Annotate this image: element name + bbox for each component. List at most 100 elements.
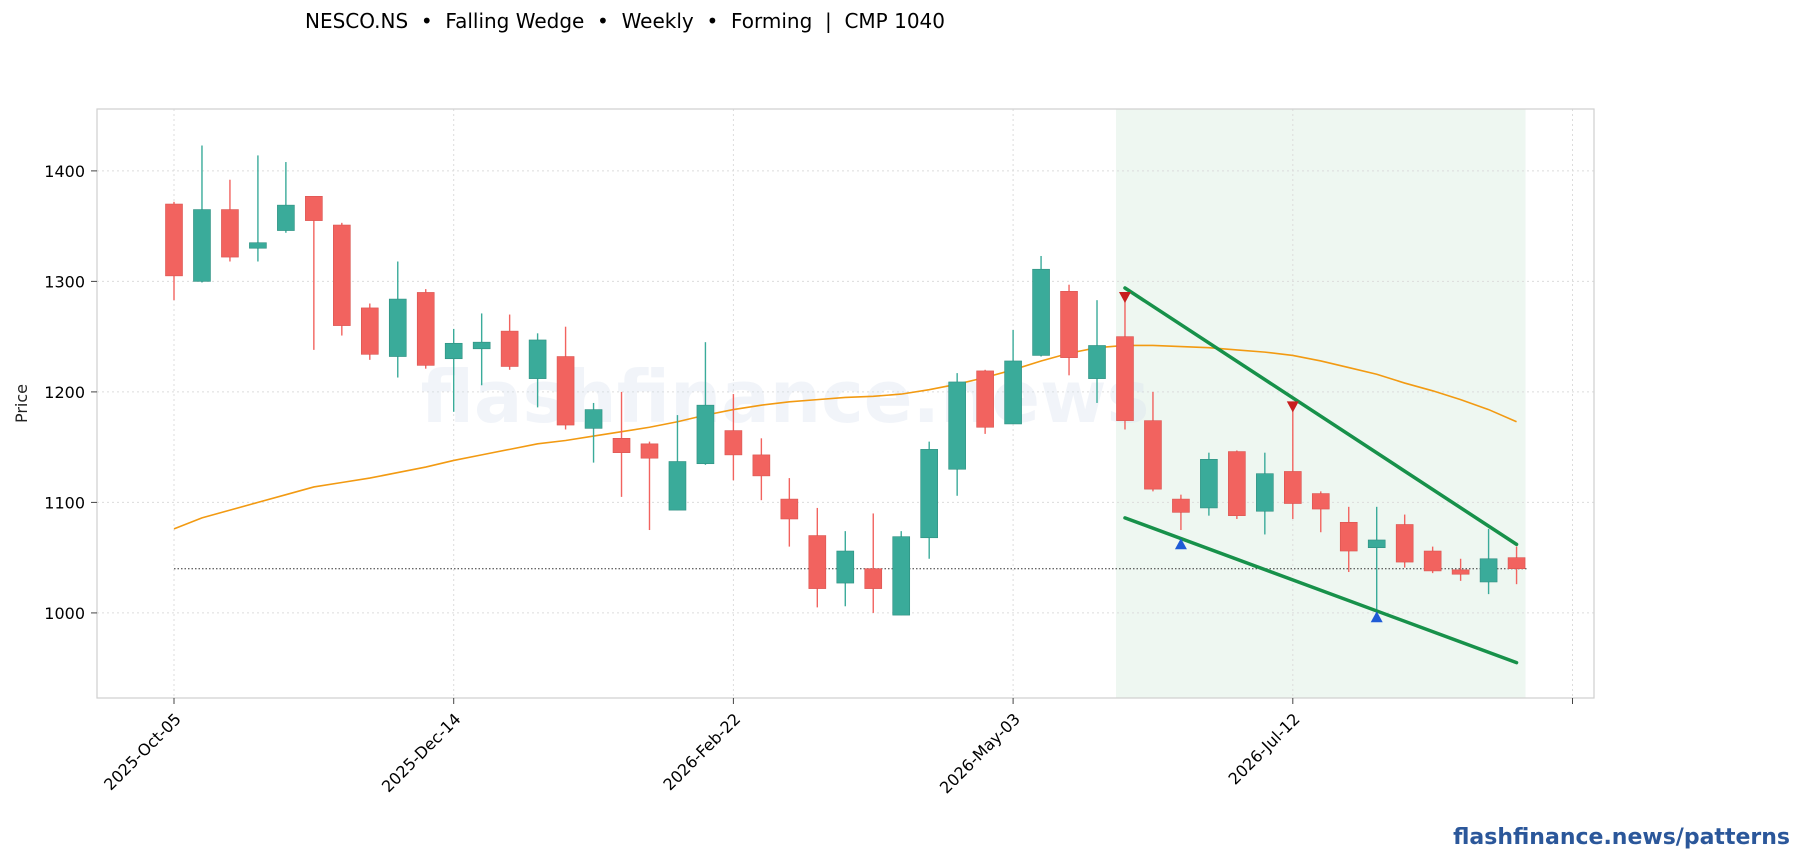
candle-body	[1367, 539, 1386, 549]
candle	[640, 441, 659, 531]
footer-link[interactable]: flashfinance.news/patterns	[1453, 825, 1790, 850]
candle-body	[333, 224, 351, 326]
moving-average-layer	[173, 344, 1517, 530]
candle	[416, 289, 435, 369]
candle-body	[724, 430, 743, 456]
candle	[165, 201, 183, 301]
candle	[1060, 284, 1078, 376]
pattern-zone-layer	[1115, 109, 1526, 698]
candle	[836, 531, 855, 607]
candle	[528, 333, 547, 408]
candle-body	[612, 438, 631, 453]
candle	[584, 402, 603, 463]
candle	[249, 155, 267, 262]
trendlines-layer	[1123, 286, 1519, 665]
candle	[500, 314, 519, 370]
swing-low-marker	[1174, 538, 1187, 550]
candle-body	[668, 461, 687, 511]
candle	[1144, 391, 1162, 492]
candle-body	[249, 242, 267, 249]
candle-body	[1032, 268, 1050, 356]
candle-body	[1144, 420, 1162, 490]
candle	[444, 328, 463, 412]
candle-body	[808, 535, 827, 589]
candle-body	[1228, 451, 1246, 516]
y-axis-label: Price	[12, 384, 31, 423]
candle	[277, 162, 295, 233]
candle-body	[277, 204, 295, 231]
x-tick-label: 2026-Jul-12	[1225, 709, 1304, 788]
y-tick-label: 1300	[44, 272, 85, 291]
candle	[333, 222, 351, 336]
y-tick-label: 1000	[44, 604, 85, 623]
candle	[388, 261, 407, 378]
candle	[612, 391, 631, 497]
x-tick-label: 2025-Oct-05	[100, 709, 185, 794]
candle	[1088, 300, 1106, 403]
candle	[892, 531, 911, 616]
candle	[1228, 450, 1246, 519]
y-tick-label: 1100	[44, 493, 85, 512]
candle	[976, 369, 994, 434]
candle	[305, 196, 323, 350]
candle	[948, 373, 966, 496]
candle	[193, 145, 211, 283]
candle-body	[388, 298, 407, 357]
candle-body	[1088, 345, 1106, 379]
candle	[556, 326, 575, 430]
candle-body	[472, 341, 491, 350]
candle-body	[892, 536, 911, 616]
candle-body	[1004, 360, 1022, 425]
candle-body	[1479, 558, 1498, 583]
candle	[1395, 514, 1414, 568]
y-tick-label: 1400	[44, 162, 85, 181]
grid-layer	[97, 109, 1594, 698]
candle-body	[1256, 473, 1274, 512]
candle	[1004, 330, 1022, 425]
candle	[221, 179, 239, 262]
candle	[1172, 494, 1190, 531]
plot-frame	[96, 108, 1595, 699]
candle	[1451, 558, 1470, 581]
candle-body	[165, 203, 183, 277]
candle	[724, 394, 743, 481]
candle-body	[1451, 569, 1470, 575]
candles-layer	[165, 145, 1526, 617]
candle-body	[752, 454, 771, 477]
candle-body	[193, 209, 211, 282]
candle	[780, 478, 799, 547]
swing-low-marker	[1370, 611, 1383, 623]
candle	[1116, 297, 1134, 430]
candle-body	[1060, 291, 1078, 358]
candle-body	[948, 381, 966, 470]
candle-body	[444, 342, 463, 360]
candle-body	[500, 330, 519, 367]
candle-body	[1200, 459, 1218, 509]
candle	[1423, 546, 1442, 574]
candle-body	[1423, 550, 1442, 572]
candle-body	[1507, 557, 1526, 570]
candle-body	[556, 356, 575, 426]
candle	[808, 507, 827, 608]
candle	[1200, 452, 1218, 516]
candle-body	[221, 209, 239, 258]
candle	[1339, 506, 1358, 573]
candle	[1256, 452, 1274, 535]
candle-body	[864, 568, 883, 589]
candle	[920, 441, 938, 559]
chart-title: NESCO.NS • Falling Wedge • Weekly • Form…	[304, 9, 945, 33]
y-tick-label: 1200	[44, 383, 85, 402]
candle	[668, 415, 687, 511]
x-tick-label: 2026-Feb-22	[659, 709, 744, 794]
candle-body	[528, 339, 547, 379]
candle	[360, 303, 379, 360]
candle-body	[1339, 521, 1358, 552]
moving-average-line	[173, 344, 1517, 530]
x-tick-label: 2026-May-03	[936, 709, 1024, 797]
candle-body	[1311, 493, 1330, 510]
candle	[752, 438, 771, 501]
candle	[1367, 506, 1386, 617]
lower-trendline	[1123, 516, 1519, 665]
upper-trendline	[1123, 286, 1519, 547]
